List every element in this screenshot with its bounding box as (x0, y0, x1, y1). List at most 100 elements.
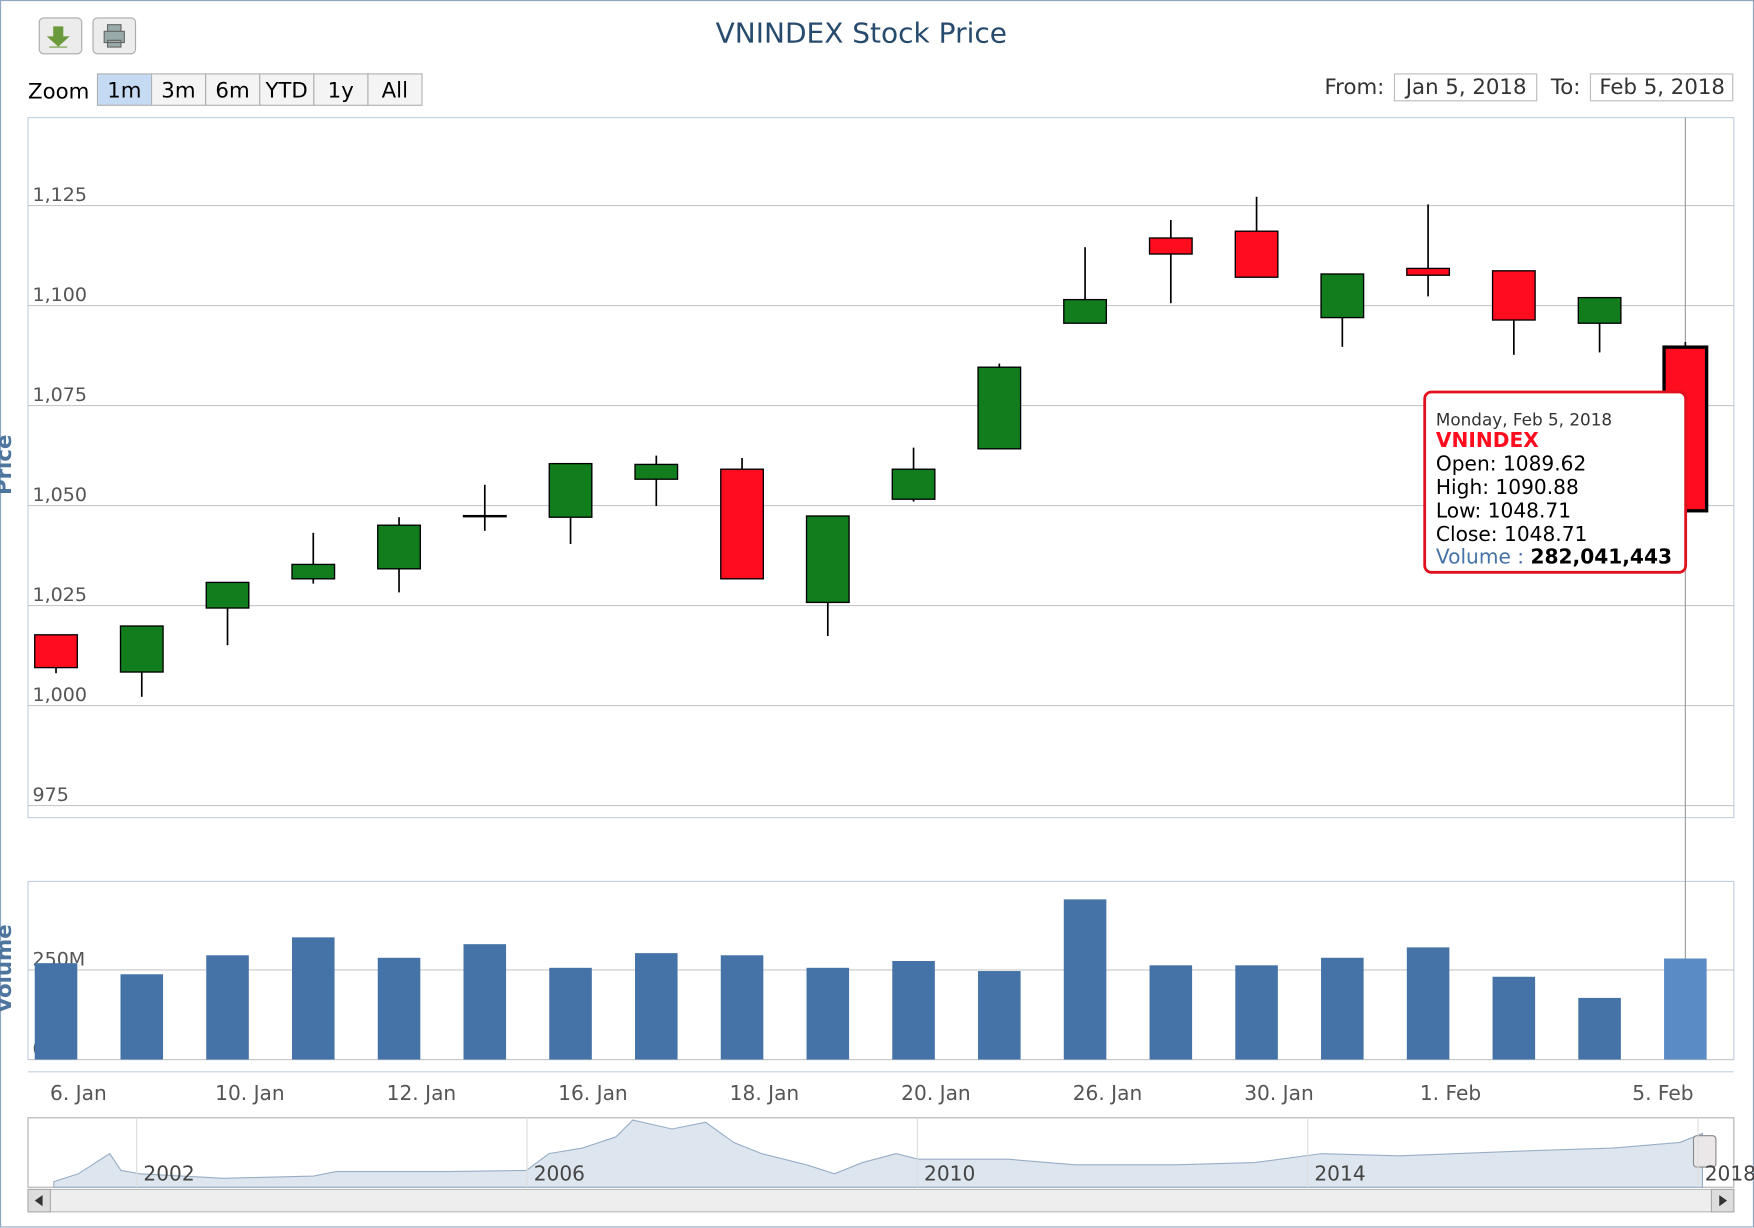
from-input[interactable] (1393, 73, 1538, 102)
tooltip-row: High: 1090.88 (1436, 475, 1579, 499)
candle-body[interactable] (205, 581, 250, 609)
candle-body[interactable] (891, 468, 936, 500)
to-date: Feb 5, 2018 (1599, 75, 1725, 100)
volume-axis-title: Volume (0, 924, 17, 1013)
volume-bar[interactable] (1406, 947, 1450, 1060)
volume-bar[interactable] (1578, 997, 1621, 1060)
print-icon (103, 24, 125, 48)
y-tick-label: 1,000 (32, 684, 86, 706)
volume-bar[interactable] (120, 974, 164, 1060)
tooltip-date: Monday, Feb 5, 2018 (1436, 410, 1612, 430)
y-tick-label: 975 (32, 784, 68, 806)
candle-body[interactable] (1234, 230, 1279, 278)
navigator-label: 2014 (1314, 1162, 1365, 1186)
x-tick-label: 5. Feb (1632, 1081, 1693, 1105)
zoom-button[interactable] (259, 73, 315, 106)
volume-bar[interactable] (635, 953, 678, 1060)
candle-body[interactable] (634, 463, 679, 480)
y-tick-label: 1,075 (32, 384, 86, 406)
volume-bar[interactable] (1492, 976, 1536, 1060)
volume-bar[interactable] (1664, 958, 1707, 1060)
tooltip-row: Low: 1048.71 (1436, 498, 1571, 522)
x-tick-label: 16. Jan (558, 1081, 628, 1105)
tooltip-field: High: (1436, 475, 1496, 499)
y-tick-label: 1,100 (32, 284, 86, 306)
price-plot (27, 117, 1735, 819)
candle-body[interactable] (462, 514, 507, 518)
volume-bar[interactable] (1149, 965, 1193, 1060)
volume-bar[interactable] (292, 937, 335, 1060)
zoom-button-label: YTD (264, 78, 307, 103)
scrollbar[interactable] (27, 1188, 1735, 1213)
x-tick-label: 26. Jan (1073, 1081, 1143, 1105)
navigator-label: 2002 (143, 1162, 194, 1186)
navigator-handle[interactable] (1692, 1135, 1717, 1168)
to-input[interactable] (1589, 73, 1734, 102)
zoom-button[interactable] (96, 73, 153, 106)
volume-bar[interactable] (720, 955, 764, 1060)
x-tick-label: 10. Jan (215, 1081, 285, 1105)
volume-bar[interactable] (978, 971, 1021, 1060)
zoom-button[interactable] (367, 73, 423, 106)
candle-body[interactable] (119, 625, 164, 673)
candle-body[interactable] (291, 563, 336, 580)
zoom-button-label: 6m (215, 78, 249, 103)
tooltip-field: Low: (1436, 498, 1488, 522)
tooltip-value: 1048.71 (1504, 522, 1587, 546)
volume-bar[interactable] (1063, 899, 1107, 1060)
candle-body[interactable] (977, 366, 1022, 450)
zoom-button-label: 1y (328, 78, 354, 103)
scroll-left-arrow (34, 1195, 43, 1207)
candle-body[interactable] (1063, 298, 1108, 324)
tooltip-value: 1090.88 (1495, 475, 1578, 499)
navigator-label: 2006 (534, 1162, 585, 1186)
tooltip-series: VNINDEX (1436, 428, 1539, 452)
volume-bar[interactable] (206, 955, 249, 1060)
from-label: From: (1325, 75, 1385, 100)
tooltip-volume-label: Volume : (1436, 544, 1531, 568)
tooltip-value: 1048.71 (1488, 498, 1571, 522)
tooltip-field: Open: (1436, 451, 1503, 475)
zoom-label: Zoom (28, 80, 89, 105)
to-label: To: (1550, 75, 1581, 100)
volume-bar[interactable] (34, 963, 78, 1060)
candle-body[interactable] (1577, 296, 1622, 324)
candle-body[interactable] (34, 634, 78, 669)
candle-body[interactable] (805, 515, 850, 604)
zoom-button-label: 1m (107, 78, 141, 103)
y-axis-title: Price (0, 435, 17, 495)
tooltip-value: 1089.62 (1503, 451, 1586, 475)
volume-bar[interactable] (892, 961, 935, 1060)
tooltip-row: Volume : 282,041,443 (1436, 544, 1672, 568)
candle-body[interactable] (1491, 270, 1536, 321)
volume-bar[interactable] (463, 944, 507, 1060)
volume-bar[interactable] (806, 967, 850, 1060)
tooltip-volume-value: 282,041,443 (1530, 544, 1672, 568)
volume-bar[interactable] (549, 967, 592, 1060)
y-tick-label: 1,125 (32, 184, 86, 206)
volume-bar[interactable] (1235, 965, 1278, 1060)
volume-bar[interactable] (1321, 957, 1364, 1060)
chart-title: VNINDEX Stock Price (716, 17, 1007, 50)
x-tick-label: 20. Jan (901, 1081, 971, 1105)
x-tick-label: 30. Jan (1244, 1081, 1314, 1105)
candle-body[interactable] (548, 462, 593, 518)
zoom-button[interactable] (150, 73, 207, 106)
y-tick-label: 1,050 (32, 484, 86, 506)
candle-body[interactable] (377, 524, 421, 570)
candle-body[interactable] (1148, 237, 1193, 255)
navigator-area (53, 1119, 1704, 1188)
zoom-button-label: All (382, 78, 408, 103)
x-tick-label: 6. Jan (50, 1081, 107, 1105)
tooltip-field: Close: (1436, 522, 1504, 546)
tooltip-row: Open: 1089.62 (1436, 451, 1586, 475)
volume-bar[interactable] (377, 957, 421, 1060)
zoom-button[interactable] (313, 73, 369, 106)
candle-body[interactable] (1406, 267, 1451, 276)
candle-body[interactable] (720, 468, 765, 580)
tooltip-row: Close: 1048.71 (1436, 522, 1587, 546)
candle-body[interactable] (1320, 273, 1365, 319)
